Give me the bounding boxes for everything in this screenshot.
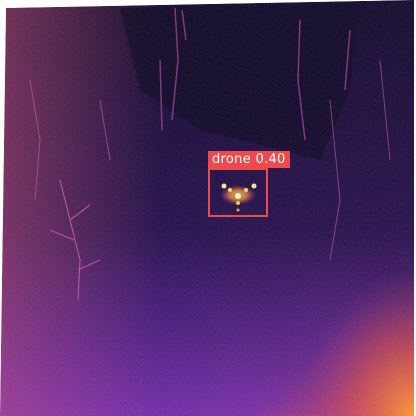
detection-confidence: 0.40: [255, 152, 286, 167]
drone-detection-box: [208, 168, 268, 217]
detection-class: drone: [212, 152, 252, 167]
detection-label: drone 0.40: [208, 151, 290, 168]
drone-heat-signature: [220, 183, 257, 212]
